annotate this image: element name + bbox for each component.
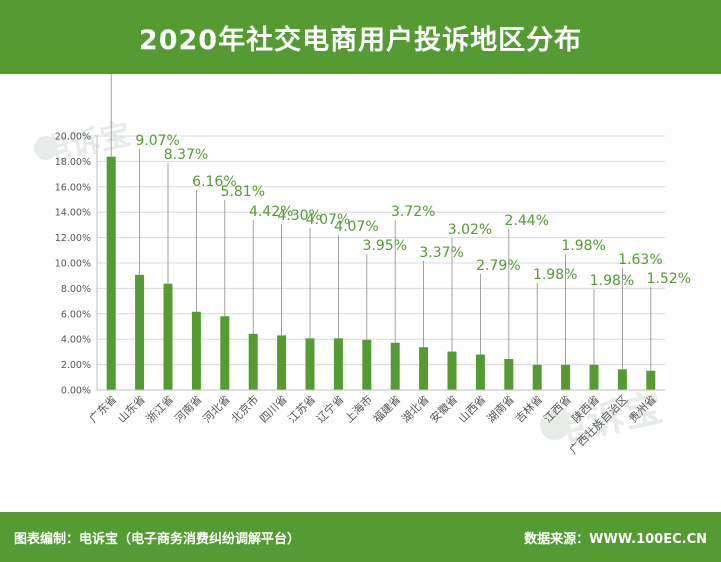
x-tick-label: 北京市: [228, 392, 261, 425]
bar: [475, 354, 485, 390]
x-axis: 广东省山东省浙江省河南省河北省北京市四川省江苏省辽宁省上海市福建省湖北省安徽省山…: [87, 389, 665, 457]
x-tick-label: 山西省: [456, 393, 489, 426]
bar: [191, 311, 201, 390]
bar: [390, 342, 400, 390]
y-tick-label: 14.00%: [55, 208, 91, 219]
y-tick-label: 6.00%: [61, 309, 91, 320]
y-tick-label: 0.00%: [61, 386, 91, 397]
data-label: 3.37%: [419, 245, 463, 261]
bar: [277, 335, 287, 390]
bar: [447, 351, 457, 390]
bar: [561, 364, 571, 390]
x-tick-label: 河南省: [172, 393, 205, 426]
x-tick-label: 山东省: [115, 393, 148, 426]
y-tick-label: 20.00%: [55, 132, 91, 143]
bar: [305, 338, 315, 390]
x-tick-label: 贵州省: [626, 393, 659, 426]
grid-lines: [97, 135, 665, 391]
y-tick-label: 18.00%: [55, 157, 91, 168]
data-label: 1.98%: [533, 267, 577, 283]
data-label: 8.37%: [164, 147, 208, 163]
data-labels: 18.37%9.07%8.37%6.16%5.81%4.42%4.30%4.07…: [110, 74, 691, 371]
bar: [504, 359, 514, 390]
bar: [163, 283, 173, 390]
x-tick-label: 河北省: [200, 393, 233, 426]
data-label: 1.52%: [647, 271, 691, 287]
y-tick-label: 4.00%: [61, 335, 91, 346]
x-tick-label: 辽宁省: [313, 392, 346, 425]
y-axis: 0.00% 2.00% 4.00% 6.00% 8.00% 10.00% 12.00% 14.…: [55, 132, 98, 397]
footer-banner: 图表编制：电诉宝（电子商务消费纠纷调解平台） 数据来源：WWW.100EC.CN: [0, 512, 721, 562]
bars: [106, 156, 656, 390]
data-label: 2.44%: [505, 213, 549, 229]
data-label: 4.07%: [334, 219, 378, 235]
x-tick-label: 江苏省: [286, 393, 319, 426]
data-label: 2.79%: [476, 258, 520, 274]
y-tick-label: 10.00%: [55, 259, 91, 270]
data-label: 3.72%: [391, 204, 435, 220]
data-label: 5.81%: [221, 184, 265, 200]
bar: [333, 338, 343, 390]
bar: [106, 156, 116, 390]
bar: [617, 369, 627, 390]
data-label: 9.07%: [135, 133, 179, 149]
page-title: 2020年社交电商用户投诉地区分布: [138, 24, 583, 56]
watermark-logo-icon: [540, 410, 570, 440]
x-tick-label: 上海市: [342, 392, 375, 425]
bar-chart: 0.00% 2.00% 4.00% 6.00% 8.00% 10.00% 12.00% 14.…: [55, 74, 691, 457]
x-tick-label: 福建省: [370, 392, 403, 425]
header-banner: 2020年社交电商用户投诉地区分布: [0, 0, 721, 74]
y-tick-label: 2.00%: [61, 360, 91, 371]
bar: [419, 347, 429, 390]
data-label: 4.42%: [249, 204, 293, 220]
bar: [532, 364, 542, 390]
x-tick-label: 广东省: [87, 393, 120, 426]
bar: [248, 333, 258, 390]
data-label: 3.02%: [448, 222, 492, 238]
x-tick-label: 江西省: [541, 393, 574, 426]
bar: [362, 339, 372, 390]
y-tick-label: 16.00%: [55, 182, 91, 193]
data-label: 1.98%: [590, 273, 634, 289]
data-label: 1.63%: [618, 252, 662, 268]
data-label: 4.30%: [277, 208, 321, 224]
data-label: 3.95%: [363, 238, 407, 254]
y-tick-label: 12.00%: [55, 233, 91, 244]
x-tick-label: 吉林省: [512, 392, 545, 425]
data-label: 6.16%: [192, 174, 236, 190]
x-tick-label: 四川省: [257, 393, 290, 426]
y-tick-label: 8.00%: [61, 284, 91, 295]
bar: [220, 316, 230, 390]
bar: [589, 364, 599, 390]
bar: [646, 370, 656, 390]
data-label: 1.98%: [561, 238, 605, 254]
x-tick-label: 湖北省: [399, 393, 432, 426]
x-tick-label: 湖南省: [484, 393, 517, 426]
x-tick-label: 浙江省: [144, 393, 177, 426]
footer-source: 数据来源：WWW.100EC.CN: [524, 532, 707, 547]
watermark-logo-icon: [34, 136, 58, 160]
footer-compiler: 图表编制：电诉宝（电子商务消费纠纷调解平台）: [14, 532, 301, 547]
x-tick-label: 安徽省: [427, 392, 460, 425]
bar: [135, 274, 145, 390]
data-label: 4.07%: [306, 212, 350, 228]
